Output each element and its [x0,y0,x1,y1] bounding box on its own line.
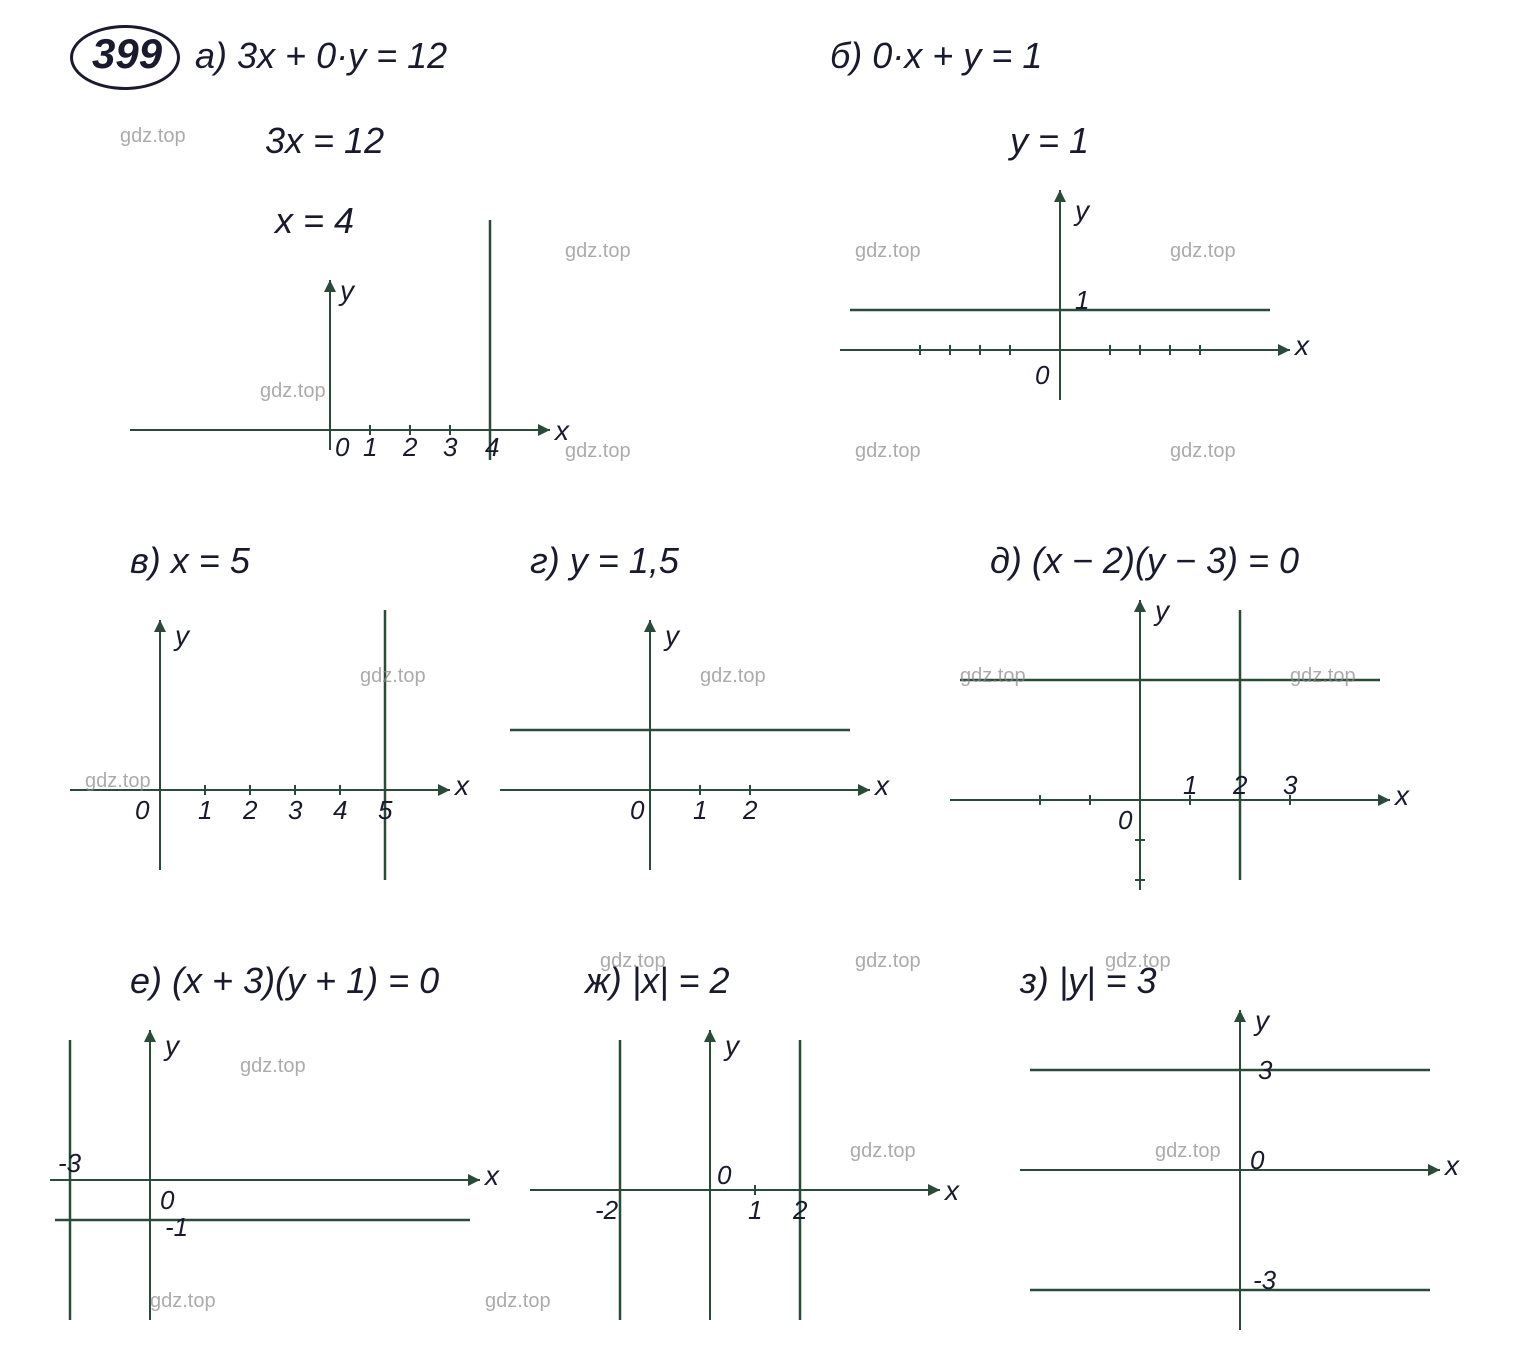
graph-a-t3: 3 [443,432,457,463]
eq-b: 0·x + y = 1 [872,35,1042,76]
watermark: gdz.top [960,665,1026,688]
watermark: gdz.top [850,1140,916,1163]
watermark: gdz.top [1155,1140,1221,1163]
watermark: gdz.top [120,125,186,148]
part-b-label: б) 0·x + y = 1 [830,35,1042,77]
graph-g-x: x [875,770,889,802]
graph-d-x: x [1395,780,1409,812]
graph-zh-t2: 2 [793,1195,807,1226]
graph-g-t1: 1 [693,795,707,826]
graph-v-x: x [455,770,469,802]
label-b: б) [830,35,862,76]
watermark: gdz.top [360,665,426,688]
graph-b-y: y [1075,195,1089,227]
watermark: gdz.top [260,380,326,403]
graph-g-y: y [665,620,679,652]
watermark: gdz.top [565,440,631,463]
watermark: gdz.top [240,1055,306,1078]
graph-z-x: x [1445,1150,1459,1182]
part-a-work1: 3x = 12 [265,120,384,162]
graph-d: y x 0 1 2 3 [940,590,1420,915]
label-e: е) [130,960,162,1001]
part-d-label: д) (x − 2)(y − 3) = 0 [990,540,1299,582]
watermark: gdz.top [85,770,151,793]
label-v: в) [130,540,161,581]
graph-z-0: 0 [1250,1145,1264,1176]
graph-zh-n2: -2 [595,1195,618,1226]
graph-zh-x: x [945,1175,959,1207]
graph-b-1: 1 [1075,285,1089,316]
part-a-work2: x = 4 [275,200,354,242]
label-d: д) [990,540,1022,581]
watermark: gdz.top [855,240,921,263]
graph-v-0: 0 [135,795,149,826]
part-g-label: г) y = 1,5 [530,540,679,582]
graph-a-t2: 2 [403,432,417,463]
graph-g-0: 0 [630,795,644,826]
watermark: gdz.top [855,440,921,463]
page-root: 399 а) 3x + 0·y = 12 3x = 12 x = 4 y x 0… [0,0,1514,1340]
graph-a: y x 0 1 2 3 4 [130,280,580,485]
watermark: gdz.top [565,240,631,263]
eq-a: 3x + 0·y = 12 [237,35,447,76]
graph-z-n3: -3 [1253,1265,1276,1296]
watermark: gdz.top [485,1290,551,1313]
graph-e-y: y [165,1030,179,1062]
graph-v-t2: 2 [243,795,257,826]
graph-e-n1: -1 [165,1212,188,1243]
graph-z-p3: 3 [1258,1055,1272,1086]
watermark: gdz.top [855,950,921,973]
graph-g: y x 0 1 2 [490,600,890,905]
graph-a-0: 0 [335,432,349,463]
eq-d: (x − 2)(y − 3) = 0 [1032,540,1299,581]
graph-d-t3: 3 [1283,770,1297,801]
graph-v-t1: 1 [198,795,212,826]
graph-b: y x 0 1 [820,180,1320,435]
watermark: gdz.top [1105,950,1171,973]
label-g: г) [530,540,560,581]
graph-zh: y x 0 -2 1 2 [520,1020,970,1345]
label-a: а) [195,35,227,76]
watermark: gdz.top [1170,440,1236,463]
watermark: gdz.top [600,950,666,973]
watermark: gdz.top [1170,240,1236,263]
graph-zh-0: 0 [717,1160,731,1191]
graph-d-0: 0 [1118,805,1132,836]
part-e-label: е) (x + 3)(y + 1) = 0 [130,960,439,1002]
graph-b-0: 0 [1035,360,1049,391]
watermark: gdz.top [1290,665,1356,688]
graph-d-t2: 2 [1233,770,1247,801]
part-b-work1: y = 1 [1010,120,1089,162]
part-v-label: в) x = 5 [130,540,250,582]
eq-e: (x + 3)(y + 1) = 0 [172,960,439,1001]
graph-v-t4: 4 [333,795,347,826]
graph-a-t1: 1 [363,432,377,463]
graph-v: y x 0 1 2 3 4 5 [60,600,480,905]
graph-d-t1: 1 [1183,770,1197,801]
problem-number: 399 [92,30,162,78]
graph-b-x: x [1295,330,1309,362]
part-a-label: а) 3x + 0·y = 12 [195,35,447,77]
watermark: gdz.top [150,1290,216,1313]
graph-e-x: x [485,1160,499,1192]
graph-a-t4: 4 [485,432,499,463]
graph-d-y: y [1155,595,1169,627]
graph-v-t3: 3 [288,795,302,826]
eq-g: y = 1,5 [570,540,679,581]
graph-z: y x 0 3 -3 [1010,1000,1470,1345]
label-z: з) [1020,960,1049,1001]
graph-z-y: y [1255,1005,1269,1037]
graph-zh-y: y [725,1030,739,1062]
graph-v-t5: 5 [378,795,392,826]
graph-g-t2: 2 [743,795,757,826]
graph-e-n3: -3 [58,1148,81,1179]
eq-v: x = 5 [171,540,250,581]
graph-v-y: y [175,620,189,652]
graph-zh-t1: 1 [748,1195,762,1226]
graph-a-y: y [340,275,354,307]
watermark: gdz.top [700,665,766,688]
